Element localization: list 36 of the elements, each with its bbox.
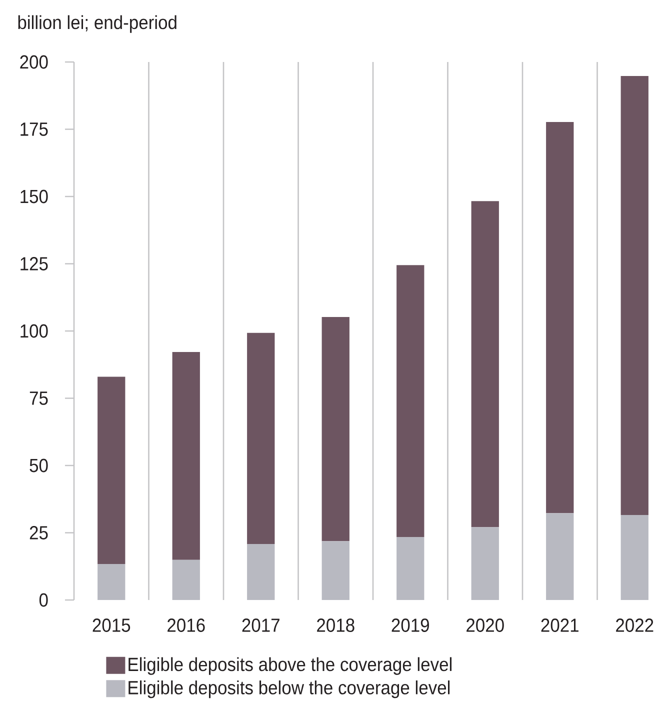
y-tick-label: 50: [30, 458, 48, 472]
bar: [172, 560, 200, 600]
y-tick-label: 25: [30, 526, 48, 540]
bar: [546, 513, 574, 600]
bar: [546, 122, 574, 514]
bar: [396, 537, 424, 600]
bar: [396, 265, 424, 538]
y-tick-label: 150: [20, 190, 48, 204]
bar: [471, 201, 499, 528]
x-tick-label: 2022: [616, 618, 654, 632]
x-tick-label: 2019: [392, 618, 429, 632]
y-tick-label: 125: [20, 257, 48, 270]
bar: [98, 564, 126, 600]
bar: [322, 541, 350, 600]
bar: [620, 514, 648, 600]
x-tick-label: 2016: [168, 618, 205, 632]
bar: [471, 527, 499, 600]
legend-label: Eligible deposits above the coverage level: [128, 657, 452, 675]
bar: [247, 332, 275, 544]
x-tick-label: 2021: [541, 618, 578, 632]
x-tick-label: 2018: [317, 618, 354, 632]
y-tick-label: 175: [20, 122, 48, 136]
y-tick-label: 100: [20, 324, 48, 338]
bar: [98, 376, 126, 564]
x-tick-label: 2015: [92, 618, 130, 632]
y-tick-label: 200: [20, 55, 48, 69]
y-tick-label: 75: [30, 392, 48, 405]
bar: [322, 317, 350, 542]
bar: [247, 544, 275, 600]
x-tick-label: 2020: [466, 618, 504, 632]
bar: [620, 76, 648, 515]
bar: [172, 352, 200, 560]
y-tick-label: 0: [39, 593, 48, 607]
x-tick-label: 2017: [242, 618, 280, 632]
legend-label: Eligible deposits below the coverage level: [128, 680, 450, 698]
y-axis-title: billion lei; end-period: [18, 15, 176, 33]
